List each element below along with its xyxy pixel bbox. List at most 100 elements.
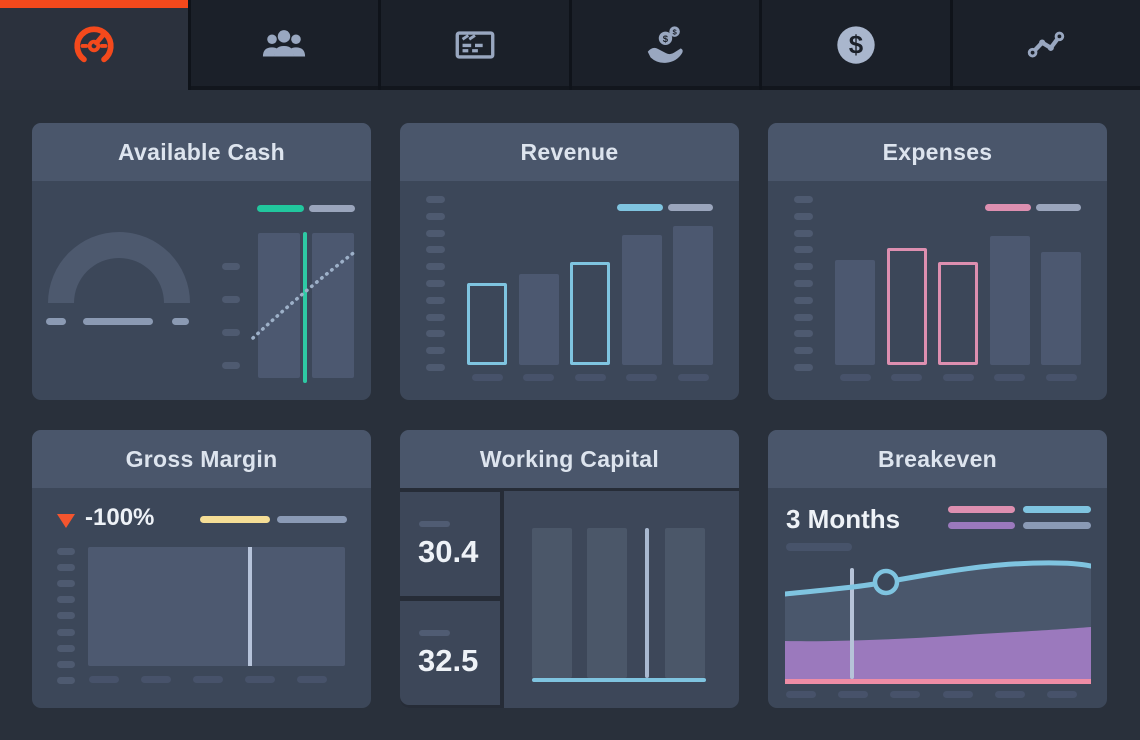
y-axis-tick xyxy=(794,263,813,271)
card-title: Expenses xyxy=(882,138,993,165)
tab-users[interactable] xyxy=(187,0,379,90)
legend-swatch xyxy=(948,506,1015,513)
x-axis-tick xyxy=(193,676,223,683)
card-title: Working Capital xyxy=(479,445,660,472)
users-icon xyxy=(263,30,306,57)
y-axis-tick xyxy=(426,364,445,371)
dollar-circle-icon: $ xyxy=(837,26,875,64)
gross-margin-chart: -100% xyxy=(32,488,371,708)
x-axis-tick xyxy=(839,374,871,381)
bar xyxy=(938,262,978,365)
working-capital-chart: 30.4 32.5 xyxy=(400,488,739,708)
speedometer-icon xyxy=(74,26,114,63)
hand-coin-icon: $ $ xyxy=(648,26,684,63)
card-expenses[interactable]: Expenses xyxy=(768,123,1107,400)
card-breakeven[interactable]: Breakeven 3 Months xyxy=(768,430,1107,708)
y-axis-tick xyxy=(57,596,75,604)
tab-dashboard[interactable] xyxy=(0,0,188,90)
y-axis-tick xyxy=(57,612,75,620)
breakeven-duration: 3 Months xyxy=(786,504,901,534)
x-axis-tick xyxy=(574,374,606,381)
y-axis-tick xyxy=(794,229,813,237)
tab-checks[interactable] xyxy=(378,0,569,90)
stat-box: 32.5 xyxy=(400,601,500,705)
card-working-capital[interactable]: Working Capital 30.4 32.5 xyxy=(400,430,739,708)
card-title: Breakeven xyxy=(877,445,998,472)
y-axis-tick xyxy=(794,296,813,304)
legend-swatch xyxy=(200,516,270,523)
bar xyxy=(835,260,875,365)
tab-trends[interactable] xyxy=(949,0,1140,90)
y-axis-tick xyxy=(426,347,445,355)
card-available-cash[interactable]: Available Cash xyxy=(32,123,371,400)
bar xyxy=(665,528,705,678)
dashboard-grid: Available Cash Revenue xyxy=(0,90,1140,708)
legend-swatch-actual xyxy=(257,205,304,212)
check-icon xyxy=(455,31,495,59)
x-axis-tick xyxy=(994,691,1025,698)
x-axis-tick xyxy=(523,374,554,381)
y-axis-tick xyxy=(794,347,813,355)
tab-income[interactable]: $ $ xyxy=(568,0,760,90)
y-axis-tick xyxy=(426,229,445,237)
y-axis-tick xyxy=(426,280,445,287)
card-header: Working Capital xyxy=(400,430,739,488)
legend-swatch-forecast xyxy=(309,205,355,212)
x-axis-tick xyxy=(89,676,119,683)
duration-label-pill xyxy=(786,543,852,551)
legend-swatch xyxy=(948,522,1015,529)
y-axis-tick xyxy=(426,212,445,220)
bar xyxy=(673,226,713,365)
x-axis-tick xyxy=(1045,374,1077,381)
bar xyxy=(532,528,572,678)
y-axis-tick xyxy=(794,330,813,338)
y-axis-tick xyxy=(426,313,445,321)
gauge-label-pill xyxy=(83,318,153,325)
bar-plot xyxy=(835,196,1095,381)
x-axis-tick xyxy=(245,676,275,683)
trend-line-icon xyxy=(1028,31,1065,58)
tab-money[interactable]: $ xyxy=(759,0,950,90)
bar xyxy=(621,235,662,365)
stat-value: 30.4 xyxy=(418,534,479,569)
bar-plot xyxy=(467,196,727,381)
y-axis-tick xyxy=(794,280,813,287)
y-axis-tick xyxy=(426,246,445,254)
card-gross-margin[interactable]: Gross Margin -100% xyxy=(32,430,371,708)
bar xyxy=(467,283,507,365)
bar xyxy=(312,233,354,378)
card-revenue[interactable]: Revenue xyxy=(400,123,739,400)
stat-label-pill xyxy=(419,630,450,636)
baseline xyxy=(532,678,706,682)
cash-gauge xyxy=(48,232,190,303)
stat-value: 32.5 xyxy=(418,643,479,678)
bar xyxy=(570,262,610,365)
y-axis-tick xyxy=(426,296,445,304)
card-title: Gross Margin xyxy=(125,445,278,472)
svg-text:$: $ xyxy=(673,27,678,36)
trend-down-icon xyxy=(57,514,75,528)
legend-swatch xyxy=(277,516,347,523)
y-axis-tick xyxy=(222,362,240,369)
current-period-line xyxy=(645,528,649,678)
breakeven-line-chart xyxy=(785,560,1091,684)
legend-swatch xyxy=(668,204,713,211)
card-header: Breakeven xyxy=(768,430,1107,488)
current-period-line xyxy=(248,547,252,666)
y-axis-tick xyxy=(222,329,240,336)
y-axis-tick xyxy=(57,628,75,636)
y-axis-tick xyxy=(426,330,445,338)
stat-box: 30.4 xyxy=(400,492,500,596)
x-axis-tick xyxy=(297,676,327,683)
y-axis-tick xyxy=(794,246,813,254)
revenue-chart xyxy=(400,181,739,400)
legend-swatch xyxy=(1023,522,1091,529)
stat-label-pill xyxy=(419,521,450,527)
tab-bar: $ $ $ xyxy=(0,0,1140,90)
area-fill xyxy=(88,547,345,666)
y-axis-tick xyxy=(57,580,75,588)
y-axis-tick xyxy=(426,196,445,203)
bar xyxy=(518,274,559,365)
y-axis-tick xyxy=(794,196,813,203)
y-axis-tick xyxy=(794,313,813,321)
